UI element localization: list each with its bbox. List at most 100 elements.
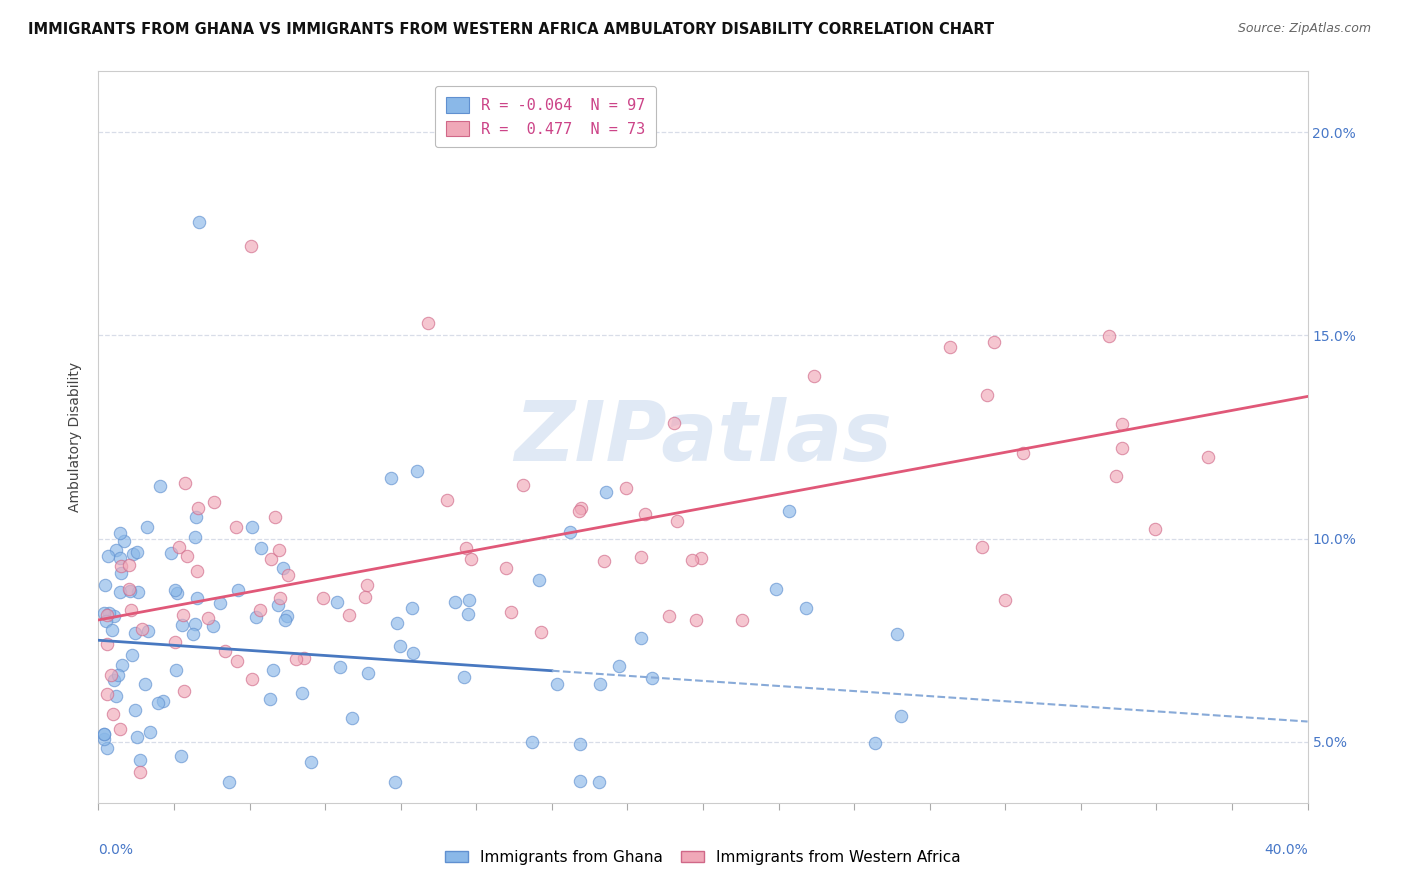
Point [595,485,617,500]
Point [122,547,145,561]
Point [218,775,240,789]
Point [94,578,117,592]
Point [385,615,408,630]
Point [111,657,134,672]
Point [94,614,117,628]
Point [499,605,522,619]
Point [658,608,681,623]
Point [127,584,149,599]
Point [108,585,131,599]
Point [93,731,115,746]
Point [120,584,142,599]
Point [662,416,685,430]
Point [401,600,423,615]
Point [1098,329,1121,343]
Point [436,492,458,507]
Point [337,607,360,622]
Point [172,618,194,632]
Point [97,549,120,563]
Point [101,623,124,637]
Point [176,549,198,563]
Point [890,709,912,723]
Point [118,558,141,572]
Point [778,504,800,518]
Point [1111,442,1133,456]
Point [444,595,467,609]
Point [165,663,187,677]
Point [103,609,125,624]
Point [173,683,195,698]
Point [682,553,704,567]
Point [402,647,425,661]
Point [592,553,614,567]
Point [641,671,664,685]
Point [110,566,132,581]
Point [103,673,125,687]
Point [163,582,186,597]
Point [458,593,481,607]
Point [685,613,707,627]
Point [93,606,115,620]
Point [285,652,308,666]
Point [128,765,150,780]
Point [167,540,190,554]
Point [245,610,267,624]
Point [96,638,118,652]
Point [765,582,787,596]
Point [665,514,688,528]
Point [568,503,591,517]
Point [527,573,550,587]
Point [148,696,170,710]
Text: ZIPatlas: ZIPatlas [515,397,891,477]
Point [112,534,135,549]
Point [312,591,335,605]
Point [134,676,156,690]
Point [292,650,315,665]
Point [240,672,263,686]
Point [342,710,364,724]
Point [139,725,162,739]
Point [124,703,146,717]
Point [456,541,478,555]
Point [589,677,612,691]
Point [495,561,517,575]
Point [569,774,592,789]
Point [269,542,291,557]
Point [269,591,291,605]
Point [159,546,181,560]
Point [406,464,429,478]
Point [388,640,411,654]
Point [569,737,592,751]
Point [1011,446,1033,460]
Point [274,613,297,627]
Point [240,519,263,533]
Point [607,658,630,673]
Point [125,730,148,744]
Point [187,500,209,515]
Point [690,551,713,566]
Point [546,677,568,691]
Point [187,215,209,229]
Point [131,622,153,636]
Point [271,560,294,574]
Point [299,755,322,769]
Point [384,775,406,789]
Point [357,665,380,680]
Point [558,525,581,540]
Point [186,564,208,578]
Point [136,624,159,638]
Point [731,613,754,627]
Point [512,477,534,491]
Point [105,543,128,558]
Point [125,545,148,559]
Text: Source: ZipAtlas.com: Source: ZipAtlas.com [1237,22,1371,36]
Point [135,520,157,534]
Point [172,607,194,622]
Point [121,648,143,662]
Point [149,479,172,493]
Point [170,749,193,764]
Point [529,624,551,639]
Point [1197,450,1219,464]
Point [183,627,205,641]
Point [634,507,657,521]
